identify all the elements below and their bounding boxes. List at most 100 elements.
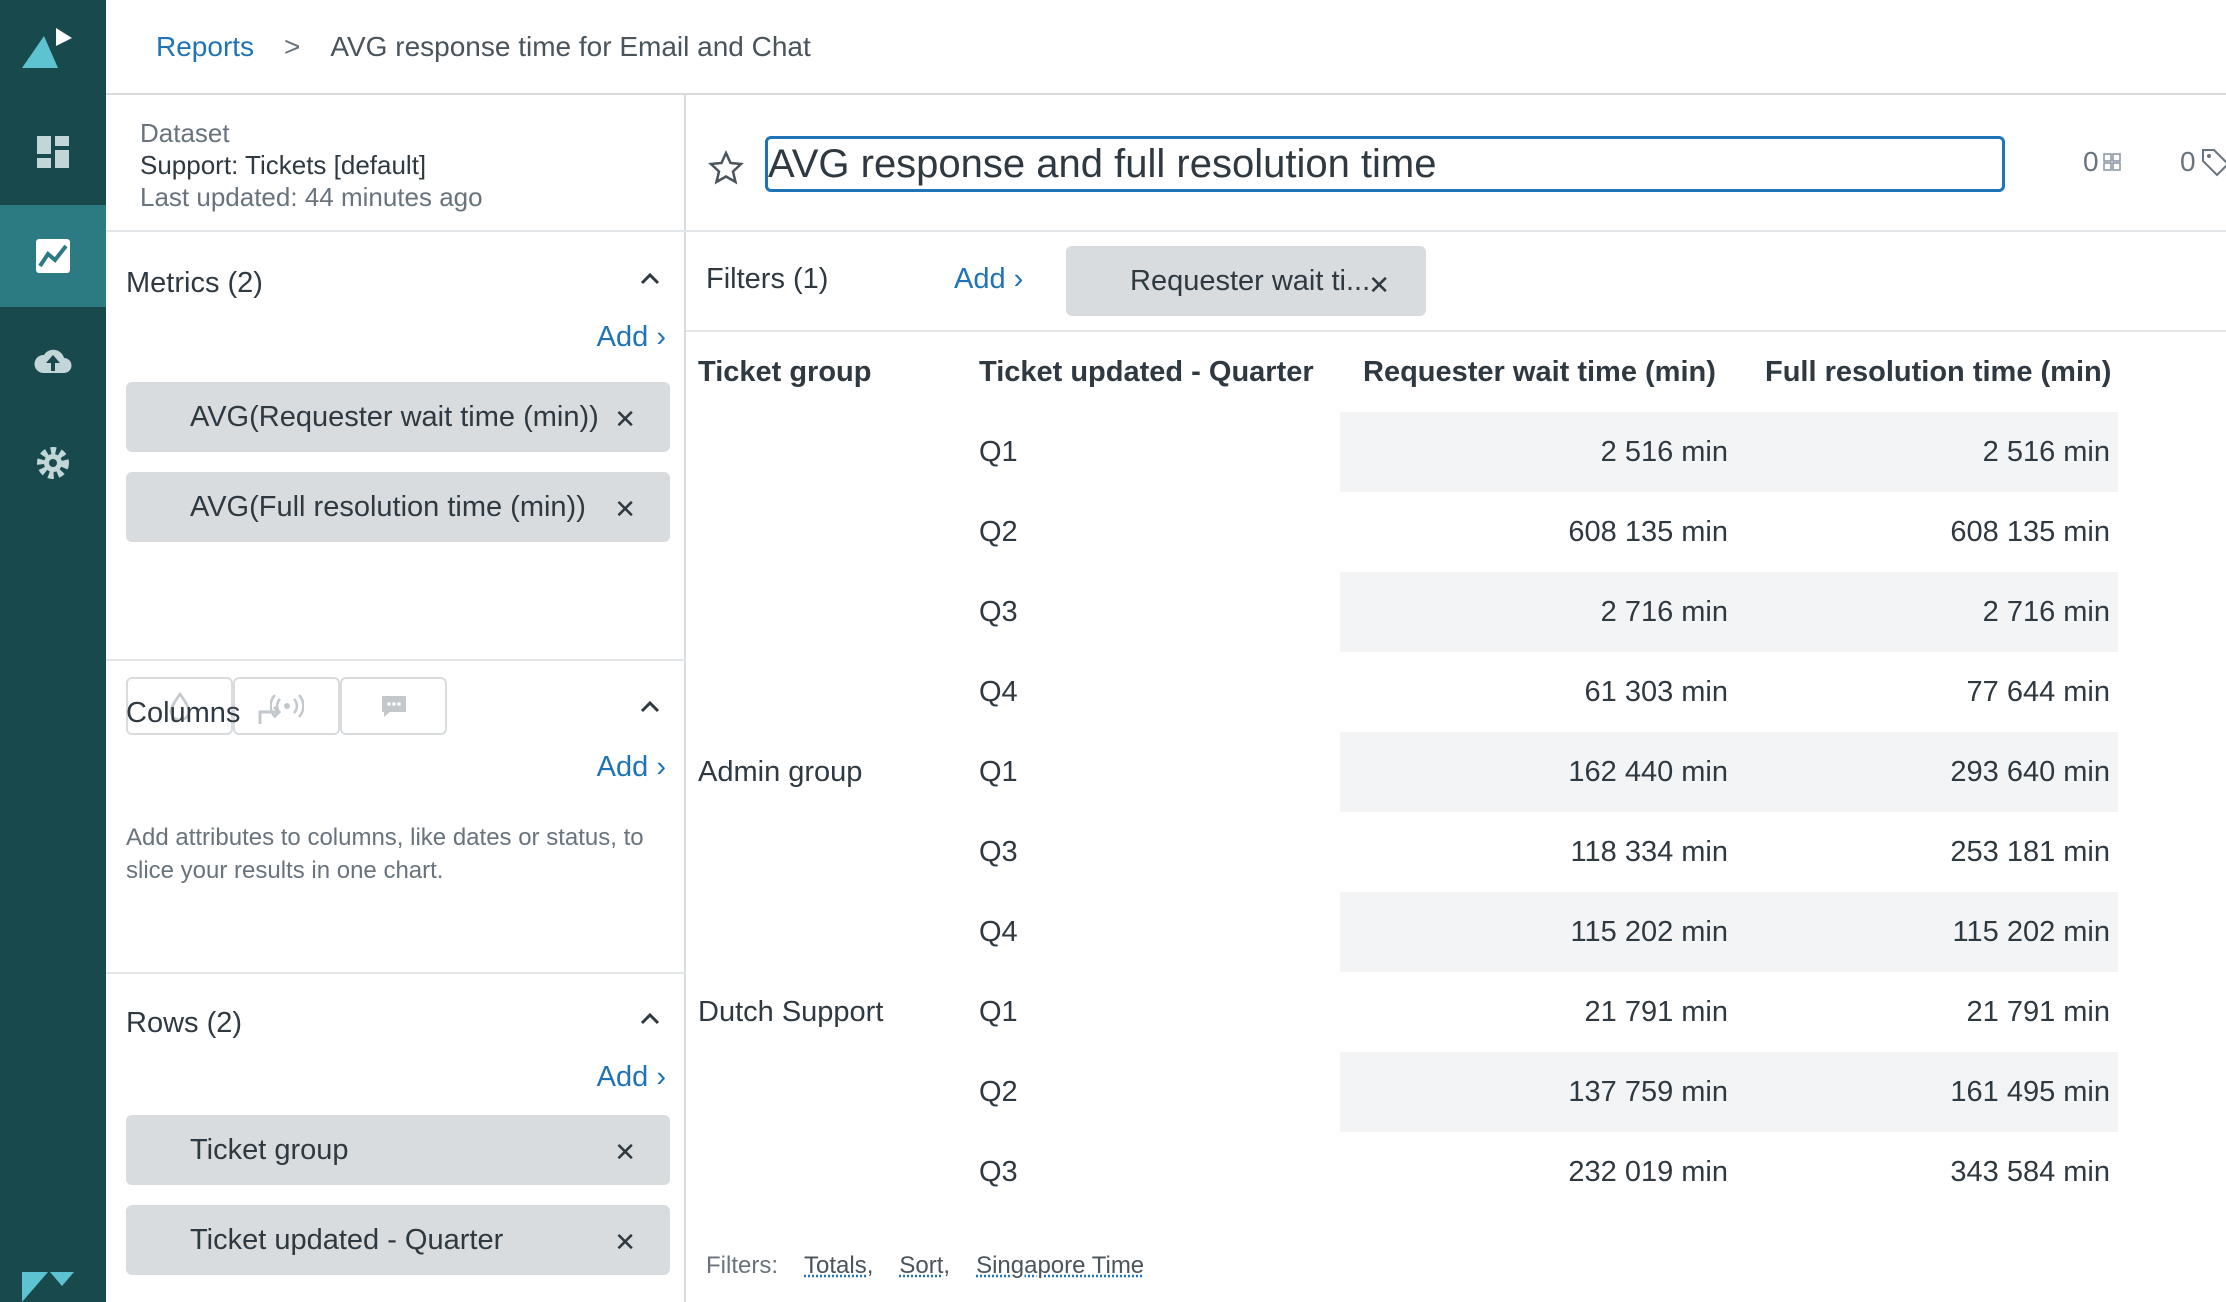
left-nav bbox=[0, 0, 106, 1302]
cell-quarter: Q3 bbox=[979, 596, 1018, 628]
zendesk-z-icon[interactable] bbox=[18, 1270, 78, 1302]
metrics-title: Metrics (2) bbox=[126, 267, 263, 299]
cell-full-resolution: 161 495 min bbox=[1950, 1076, 2110, 1108]
chevron-up-icon[interactable] bbox=[636, 693, 664, 721]
remove-icon[interactable]: ✕ bbox=[614, 494, 636, 524]
row-band bbox=[1340, 1052, 2118, 1132]
divider bbox=[106, 230, 686, 232]
remove-icon[interactable]: ✕ bbox=[614, 1227, 636, 1257]
chevron-up-icon[interactable] bbox=[636, 1005, 664, 1033]
breadcrumb-separator: > bbox=[284, 30, 301, 62]
cell-wait-time: 115 202 min bbox=[1570, 916, 1728, 948]
footer-label: Filters: bbox=[706, 1252, 778, 1279]
widget-count: 0 bbox=[2083, 146, 2099, 177]
cell-quarter: Q1 bbox=[979, 756, 1018, 788]
divider bbox=[106, 659, 686, 661]
dataset-info: Dataset Support: Tickets [default] Last … bbox=[140, 117, 483, 213]
cell-wait-time: 137 759 min bbox=[1568, 1076, 1728, 1108]
cell-full-resolution: 2 716 min bbox=[1982, 596, 2110, 628]
row-band bbox=[1340, 892, 2118, 972]
remove-icon[interactable]: ✕ bbox=[1368, 270, 1390, 300]
metrics-add-link[interactable]: Add › bbox=[596, 321, 666, 353]
drop-icon-button[interactable] bbox=[126, 677, 233, 735]
row-band bbox=[1340, 572, 2118, 652]
breadcrumb-reports-link[interactable]: Reports bbox=[156, 30, 255, 62]
metric-pill[interactable]: AVG(Requester wait time (min)) ✕ bbox=[126, 382, 670, 452]
upload-cloud-icon bbox=[34, 349, 72, 373]
cell-wait-time: 118 334 min bbox=[1570, 836, 1728, 868]
rows-add-link[interactable]: Add › bbox=[596, 1061, 666, 1093]
chevron-up-icon[interactable] bbox=[636, 265, 664, 293]
divider bbox=[686, 230, 2226, 232]
reports-icon bbox=[36, 239, 70, 273]
zendesk-logo-icon[interactable] bbox=[22, 24, 82, 74]
signal-icon bbox=[269, 694, 304, 718]
column-header[interactable]: Requester wait time (min) bbox=[1363, 356, 1716, 388]
rows-title: Rows (2) bbox=[126, 1007, 243, 1039]
column-header[interactable]: Ticket group bbox=[698, 356, 872, 388]
cell-quarter: Q4 bbox=[979, 676, 1018, 708]
cell-quarter: Q1 bbox=[979, 996, 1018, 1028]
cell-wait-time: 608 135 min bbox=[1568, 516, 1728, 548]
cell-full-resolution: 293 640 min bbox=[1950, 756, 2110, 788]
nav-settings[interactable] bbox=[0, 412, 106, 514]
cell-full-resolution: 343 584 min bbox=[1950, 1156, 2110, 1188]
nav-dashboard[interactable] bbox=[0, 101, 106, 203]
chat-icon-button[interactable] bbox=[340, 677, 447, 735]
filters-add-link[interactable]: Add › bbox=[954, 263, 1024, 295]
cell-ticket-group: Dutch Support bbox=[698, 996, 884, 1028]
dataset-updated: Last updated: 44 minutes ago bbox=[140, 182, 483, 212]
swap-icon[interactable] bbox=[254, 698, 286, 730]
tag-counter[interactable]: 0 bbox=[2180, 146, 2226, 178]
drop-icon bbox=[169, 691, 190, 721]
cell-wait-time: 21 791 min bbox=[1584, 996, 1729, 1028]
remove-icon[interactable]: ✕ bbox=[614, 404, 636, 434]
cell-wait-time: 2 516 min bbox=[1600, 436, 1728, 468]
sort-link[interactable]: Sort, bbox=[899, 1252, 951, 1279]
row-label: Ticket updated - Quarter bbox=[190, 1223, 504, 1256]
signal-icon-button[interactable] bbox=[233, 677, 340, 735]
columns-title: Columns bbox=[126, 697, 241, 729]
dataset-name[interactable]: Support: Tickets [default] bbox=[140, 150, 427, 180]
breadcrumb-current: AVG response time for Email and Chat bbox=[330, 30, 811, 62]
tag-icon bbox=[2201, 149, 2226, 177]
filters-label: Filters (1) bbox=[706, 263, 829, 295]
nav-reports[interactable] bbox=[0, 205, 106, 307]
config-panel: Dataset Support: Tickets [default] Last … bbox=[106, 95, 686, 1302]
timezone-link[interactable]: Singapore Time bbox=[976, 1252, 1145, 1279]
divider bbox=[686, 330, 2226, 332]
widget-counter[interactable]: 0 bbox=[2083, 146, 2121, 178]
cell-full-resolution: 2 516 min bbox=[1982, 436, 2110, 468]
dashboard-icon bbox=[37, 136, 69, 168]
filter-pill[interactable]: Requester wait ti... ✕ bbox=[1066, 246, 1426, 316]
row-label: Ticket group bbox=[190, 1133, 349, 1166]
totals-link[interactable]: Totals, bbox=[804, 1252, 874, 1279]
columns-add-link[interactable]: Add › bbox=[596, 751, 666, 783]
star-icon[interactable] bbox=[708, 150, 744, 186]
cell-quarter: Q3 bbox=[979, 836, 1018, 868]
row-band bbox=[1340, 732, 2118, 812]
column-header[interactable]: Ticket updated - Quarter bbox=[979, 356, 1314, 388]
breadcrumb: Reports > AVG response time for Email an… bbox=[106, 0, 2226, 95]
cell-full-resolution: 77 644 min bbox=[1966, 676, 2111, 708]
widget-icon bbox=[2102, 153, 2121, 171]
cell-wait-time: 2 716 min bbox=[1600, 596, 1728, 628]
row-pill[interactable]: Ticket group ✕ bbox=[126, 1115, 670, 1185]
nav-upload[interactable] bbox=[0, 310, 106, 412]
row-band bbox=[1340, 412, 2118, 492]
row-pill[interactable]: Ticket updated - Quarter ✕ bbox=[126, 1205, 670, 1275]
dataset-label: Dataset bbox=[140, 118, 230, 148]
divider bbox=[106, 972, 686, 974]
cell-wait-time: 232 019 min bbox=[1568, 1156, 1728, 1188]
remove-icon[interactable]: ✕ bbox=[614, 1137, 636, 1167]
cell-quarter: Q4 bbox=[979, 916, 1018, 948]
cell-full-resolution: 21 791 min bbox=[1966, 996, 2111, 1028]
cell-full-resolution: 253 181 min bbox=[1950, 836, 2110, 868]
metric-pill[interactable]: AVG(Full resolution time (min)) ✕ bbox=[126, 472, 670, 542]
column-header[interactable]: Full resolution time (min) bbox=[1765, 356, 2112, 388]
filter-label: Requester wait ti... bbox=[1130, 264, 1371, 297]
cell-quarter: Q3 bbox=[979, 1156, 1018, 1188]
cell-wait-time: 61 303 min bbox=[1584, 676, 1729, 708]
report-title-input[interactable] bbox=[765, 136, 2005, 192]
cell-ticket-group: Admin group bbox=[698, 756, 863, 788]
